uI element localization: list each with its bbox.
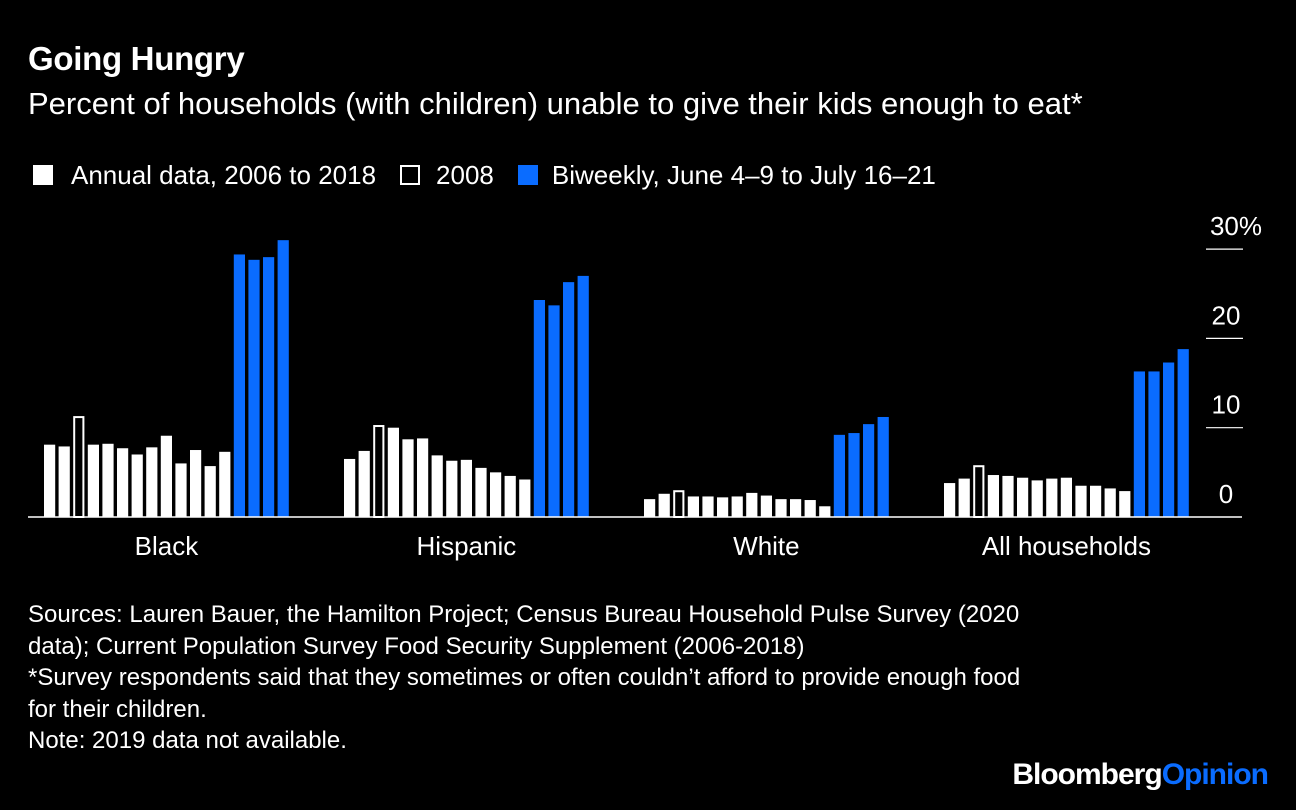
bar-black-2006 — [44, 444, 56, 517]
bar-all-households-2006 — [944, 483, 956, 517]
bar-black-2010 — [102, 443, 114, 517]
bar-black-biweekly-2 — [248, 259, 260, 517]
bar-white-2013 — [746, 492, 758, 517]
bar-white-2015 — [775, 499, 787, 517]
bloomberg-opinion-logo: BloombergOpinion — [1012, 758, 1269, 792]
bar-black-2018 — [219, 451, 231, 517]
bar-all-households-2018 — [1119, 491, 1131, 517]
bar-white-2011 — [717, 497, 729, 517]
bar-black-2017 — [204, 466, 216, 517]
bar-hispanic-2015 — [475, 467, 487, 517]
bar-black-2016 — [190, 450, 202, 517]
bar-white-2007 — [658, 493, 670, 517]
bar-black-2009 — [87, 444, 99, 517]
bar-white-biweekly-2 — [848, 433, 860, 517]
bar-hispanic-2010 — [402, 439, 414, 517]
bar-white-2008 — [673, 490, 685, 518]
bar-black-2013 — [146, 447, 158, 517]
bar-hispanic-2017 — [504, 475, 516, 517]
bar-hispanic-2014 — [460, 459, 472, 517]
bar-black-2015 — [175, 463, 187, 517]
brand-opinion: Opinion — [1161, 758, 1269, 791]
bar-hispanic-2016 — [490, 472, 502, 517]
y-tick-30-label: 30% — [1210, 211, 1262, 241]
bar-white-biweekly-3 — [863, 424, 875, 517]
bar-hispanic-2018 — [519, 479, 531, 517]
bar-all-households-2016 — [1090, 485, 1102, 517]
bar-hispanic-2013 — [446, 460, 458, 517]
bar-all-households-2008 — [973, 465, 985, 518]
y-tick-10-label: 10 — [1212, 390, 1241, 420]
bar-all-households-2015 — [1075, 485, 1087, 517]
bar-all-households-2011 — [1017, 477, 1029, 517]
y-tick-0-label: 0 — [1219, 479, 1233, 509]
footnote-survey: *Survey respondents said that they somet… — [28, 664, 1021, 723]
legend-swatch-annual — [33, 165, 53, 185]
bar-black-2012 — [131, 454, 143, 517]
bar-hispanic-2009 — [387, 427, 399, 517]
x-axis-label-all-households: All households — [982, 531, 1151, 561]
bar-white-2009 — [687, 496, 699, 517]
legend-item-2008: 2008 — [400, 160, 494, 191]
legend-label-2008: 2008 — [436, 159, 494, 190]
bar-white-2010 — [702, 496, 714, 517]
x-axis-label-hispanic: Hispanic — [417, 531, 517, 561]
bar-white-biweekly-1 — [833, 434, 845, 517]
chart-title: Going Hungry — [28, 40, 245, 77]
y-tick-20-label: 20 — [1212, 300, 1241, 330]
x-axis-label-black: Black — [135, 531, 200, 561]
bar-hispanic-biweekly-2 — [548, 305, 560, 517]
bar-black-2014 — [160, 435, 172, 517]
bar-black-biweekly-3 — [263, 257, 275, 517]
bar-all-households-2013 — [1046, 478, 1058, 517]
bar-white-2016 — [790, 499, 802, 517]
bar-white-2006 — [644, 499, 656, 517]
bar-hispanic-2007 — [358, 450, 370, 517]
legend-label-biweekly: Biweekly, June 4–9 to July 16–21 — [551, 159, 936, 190]
bar-white-2018 — [819, 506, 831, 517]
footnote-note: Note: 2019 data not available. — [28, 727, 347, 755]
legend-item-annual: Annual data, 2006 to 2018 — [33, 160, 376, 191]
chart-legend: Annual data, 2006 to 2018 2008 Biweekly,… — [33, 158, 960, 192]
bar-white-2012 — [731, 496, 743, 517]
bar-black-2007 — [58, 446, 70, 517]
brand-bloomberg: Bloomberg — [1012, 758, 1162, 791]
bar-all-households-biweekly-3 — [1163, 362, 1175, 517]
bar-black-biweekly-1 — [233, 254, 245, 517]
bar-all-households-2009 — [987, 475, 999, 517]
bar-all-households-2012 — [1031, 480, 1043, 517]
x-axis-label-white: White — [733, 531, 799, 561]
chart-subtitle: Percent of households (with children) un… — [28, 86, 1083, 121]
bar-black-biweekly-4 — [277, 240, 289, 518]
bar-hispanic-2012 — [431, 455, 443, 517]
bar-all-households-biweekly-1 — [1133, 371, 1145, 517]
bar-hispanic-2008 — [373, 425, 385, 518]
legend-item-biweekly: Biweekly, June 4–9 to July 16–21 — [517, 159, 936, 191]
bar-hispanic-biweekly-1 — [533, 300, 545, 517]
footnote-sources: Sources: Lauren Bauer, the Hamilton Proj… — [28, 601, 1020, 660]
bar-black-2011 — [117, 448, 129, 517]
bar-all-households-2014 — [1060, 477, 1072, 517]
bar-all-households-2007 — [958, 478, 970, 517]
bar-all-households-2017 — [1104, 488, 1116, 517]
footnotes: Sources: Lauren Bauer, the Hamilton Proj… — [28, 599, 1048, 757]
bar-all-households-2010 — [1002, 475, 1014, 517]
bar-hispanic-2011 — [417, 438, 429, 517]
bar-white-biweekly-4 — [877, 416, 889, 517]
bar-hispanic-biweekly-4 — [577, 275, 589, 517]
bar-hispanic-2006 — [344, 458, 356, 517]
bar-hispanic-biweekly-3 — [563, 282, 575, 517]
bar-chart: Black Hispanic White All households 30% 20 10 0 — [28, 211, 1262, 561]
bar-black-2008 — [73, 416, 85, 518]
bar-white-2017 — [804, 500, 816, 517]
bar-all-households-biweekly-2 — [1148, 371, 1160, 517]
bar-white-2014 — [760, 495, 772, 517]
legend-label-annual: Annual data, 2006 to 2018 — [71, 159, 377, 190]
bar-all-households-biweekly-4 — [1177, 349, 1189, 517]
legend-swatch-2008 — [400, 165, 421, 185]
legend-swatch-biweekly — [517, 165, 538, 185]
